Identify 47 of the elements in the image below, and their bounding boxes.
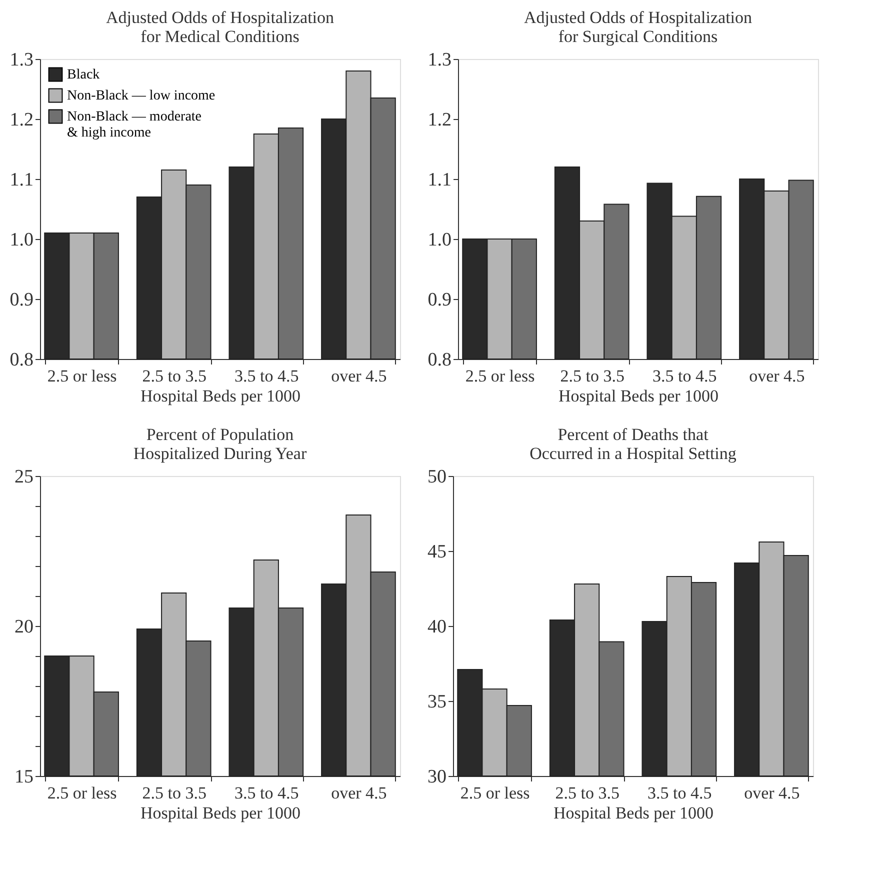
y-tick-label: 25 <box>14 466 34 488</box>
y-tick-label: 0.9 <box>10 290 34 310</box>
x-tick-label: 3.5 to 4.5 <box>234 784 299 802</box>
legend-label: Non-Black — moderate & high income <box>67 110 202 140</box>
x-axis-title: Hospital Beds per 1000 <box>553 804 714 822</box>
x-tick-label: over 4.5 <box>331 784 387 802</box>
y-tick-label: 1.1 <box>428 170 452 190</box>
x-axis-title: Hospital Beds per 1000 <box>558 386 719 406</box>
x-tick-label: 2.5 to 3.5 <box>555 784 620 802</box>
y-tick-label: 15 <box>14 766 34 788</box>
legend-label: Black <box>67 68 100 82</box>
x-tick-label: 3.5 to 4.5 <box>648 784 712 802</box>
x-tick-label: 2.5 to 3.5 <box>560 366 624 386</box>
x-tick-label: 2.5 or less <box>460 784 530 802</box>
x-tick-label: over 4.5 <box>744 784 800 802</box>
x-axis-title: Hospital Beds per 1000 <box>140 804 301 822</box>
x-tick-label: 2.5 or less <box>47 366 117 386</box>
chart-title: Percent of Population Hospitalized During Year <box>133 425 307 463</box>
y-tick-label: 0.9 <box>428 290 452 310</box>
y-tick-label: 50 <box>428 466 446 488</box>
y-tick-label: 1.1 <box>10 170 34 190</box>
y-tick-label: 35 <box>428 692 446 712</box>
chart-title: Adjusted Odds of Hospitalization for Surgical Conditions <box>524 8 753 46</box>
legend-label: Non-Black — low income <box>67 88 216 104</box>
y-tick-label: 1.0 <box>10 230 34 250</box>
x-axis-title: Hospital Beds per 1000 <box>140 386 301 406</box>
x-tick-label: 3.5 to 4.5 <box>652 366 717 386</box>
y-tick-label: 1.2 <box>428 110 452 130</box>
chart-title: Percent of Deaths that Occurred in a Hospital Setting <box>530 425 737 463</box>
x-tick-label: 2.5 or less <box>47 784 117 802</box>
x-tick-label: 2.5 or less <box>465 366 535 386</box>
y-tick-label: 1.3 <box>428 50 452 70</box>
y-tick-label: 20 <box>14 616 34 638</box>
x-tick-label: over 4.5 <box>749 366 805 386</box>
y-tick-label: 0.8 <box>428 350 452 370</box>
y-tick-label: 45 <box>428 542 446 562</box>
x-tick-label: 2.5 to 3.5 <box>142 366 206 386</box>
y-tick-label: 1.0 <box>428 230 452 250</box>
y-tick-label: 0.8 <box>10 350 34 370</box>
x-tick-label: 3.5 to 4.5 <box>234 366 299 386</box>
y-tick-label: 30 <box>428 766 446 788</box>
chart-title: Adjusted Odds of Hospitalization for Medical Conditions <box>106 8 335 46</box>
y-tick-label: 40 <box>428 616 446 638</box>
y-tick-label: 1.3 <box>10 50 34 70</box>
y-tick-label: 1.2 <box>10 110 34 130</box>
x-tick-label: over 4.5 <box>331 366 387 386</box>
x-tick-label: 2.5 to 3.5 <box>142 784 206 802</box>
